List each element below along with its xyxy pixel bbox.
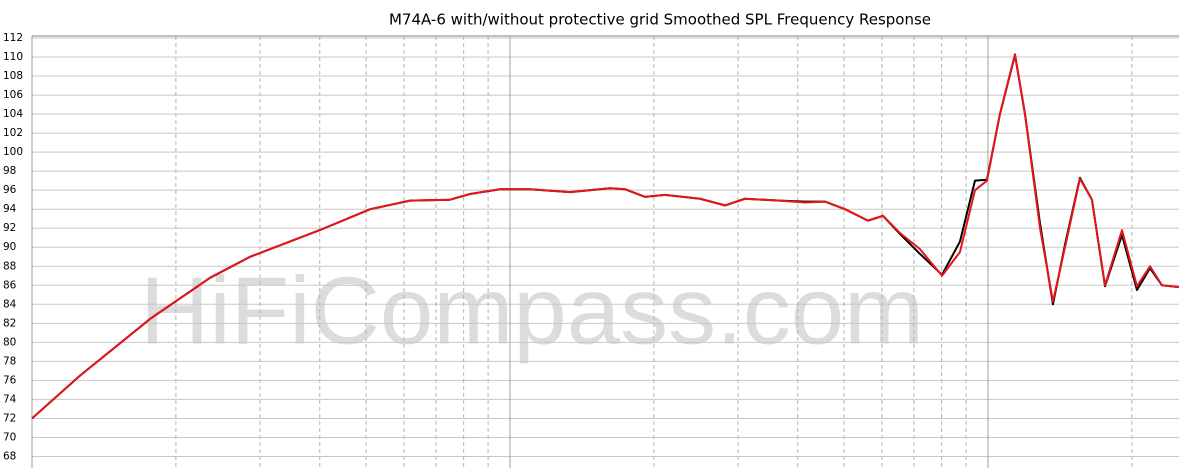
y-tick-label: 110 (3, 51, 23, 63)
y-tick-label: 90 (3, 241, 16, 253)
y-tick-label: 78 (3, 355, 16, 367)
y-tick-label: 98 (3, 165, 16, 177)
y-tick-label: 108 (3, 70, 23, 82)
y-tick-label: 68 (3, 450, 16, 462)
y-tick-label: 100 (3, 146, 23, 158)
y-tick-label: 80 (3, 336, 16, 348)
watermark: HiFiCompass.com (140, 257, 924, 364)
series-line (31, 53, 1179, 420)
y-tick-label: 84 (3, 298, 17, 310)
y-tick-label: 76 (3, 374, 17, 386)
y-tick-label: 82 (3, 317, 16, 329)
y-tick-label: 72 (3, 412, 16, 424)
chart-title: M74A-6 with/without protective grid Smoo… (389, 11, 931, 29)
y-tick-label: 106 (3, 89, 23, 101)
y-tick-label: 70 (3, 431, 16, 443)
y-tick-label: 112 (3, 32, 23, 44)
y-tick-label: 86 (3, 279, 17, 291)
y-tick-label: 102 (3, 127, 23, 139)
y-tick-label: 94 (3, 203, 17, 215)
y-tick-label: 74 (3, 393, 17, 405)
y-tick-label: 104 (3, 108, 23, 120)
y-tick-label: 92 (3, 222, 16, 234)
y-tick-label: 88 (3, 260, 16, 272)
y-tick-label: 96 (3, 184, 17, 196)
